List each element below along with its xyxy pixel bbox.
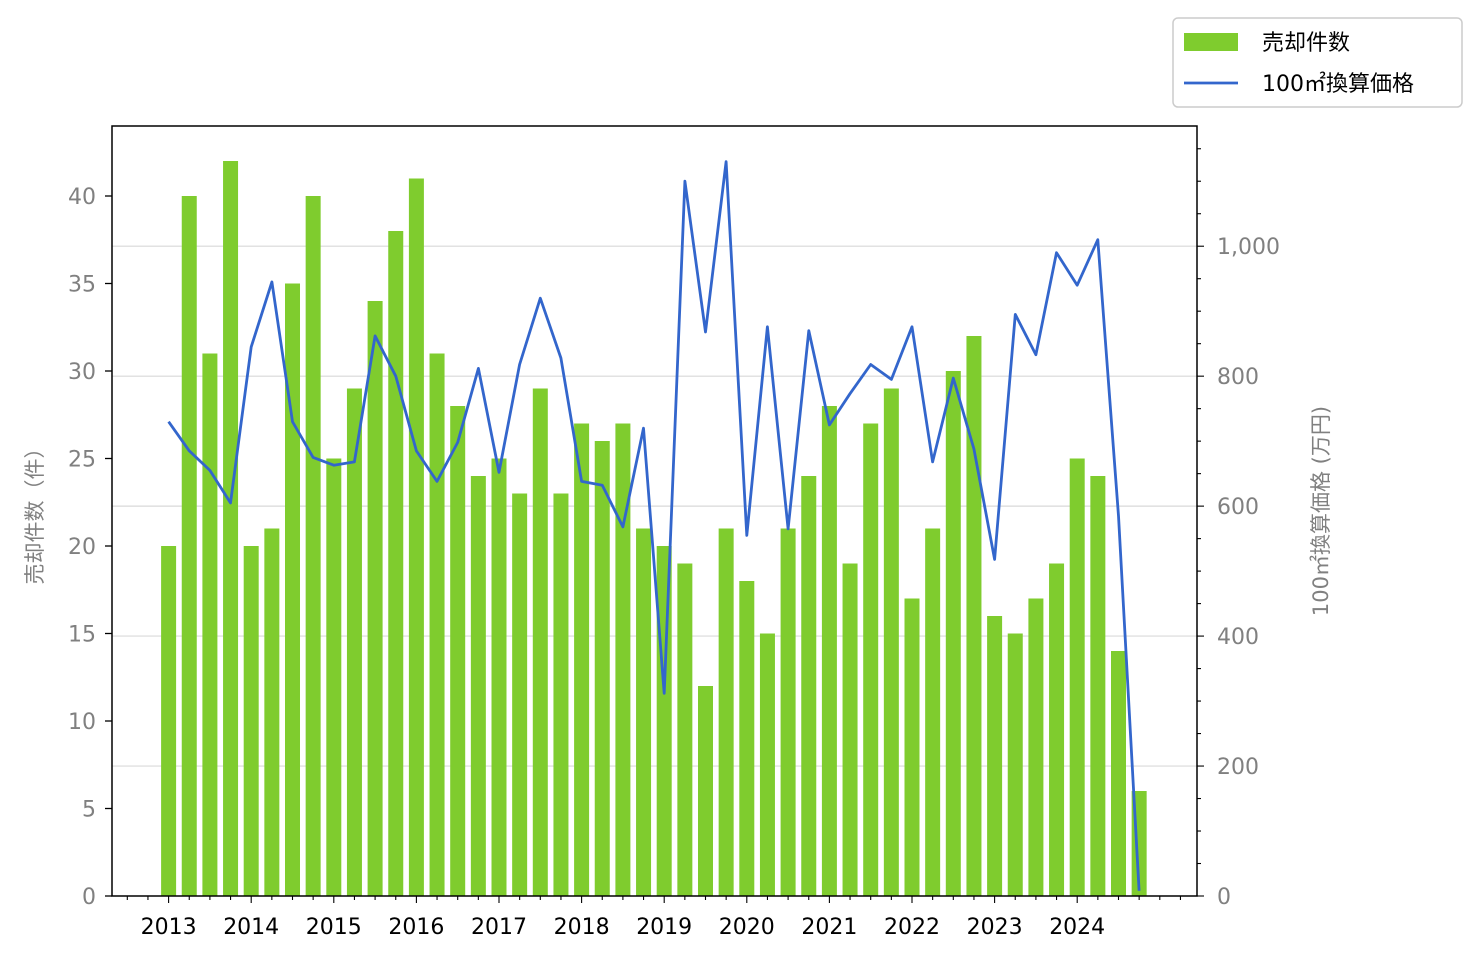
- bar: [594, 441, 610, 896]
- bar: [491, 458, 507, 896]
- left-tick-label: 30: [68, 360, 96, 385]
- bar: [429, 353, 445, 896]
- bar: [966, 336, 982, 896]
- x-tick-label: 2017: [471, 915, 527, 940]
- bar: [367, 301, 383, 896]
- bar: [305, 196, 321, 896]
- bar: [1111, 651, 1126, 896]
- right-tick-label: 200: [1217, 755, 1259, 780]
- bar: [181, 196, 197, 896]
- x-tick-label: 2019: [636, 915, 692, 940]
- bar: [759, 633, 775, 896]
- plot-frame: [111, 125, 1198, 897]
- bar: [553, 493, 569, 896]
- x-tick-label: 2016: [388, 915, 444, 940]
- bar: [470, 476, 486, 896]
- bar: [450, 406, 466, 896]
- bar: [346, 388, 362, 896]
- bar: [202, 353, 218, 896]
- x-tick-label: 2018: [554, 915, 610, 940]
- x-axis: 2013 2014 2015 2016 2017 2018 2019 2020 2021 2022…: [126, 896, 1181, 940]
- left-axis-title: 売却件数（件）: [23, 438, 47, 585]
- x-tick-label: 2021: [801, 915, 857, 940]
- bar: [636, 528, 652, 896]
- bar: [512, 493, 528, 896]
- x-tick-label: 2024: [1049, 915, 1105, 940]
- bar: [1049, 563, 1065, 896]
- legend-swatch-bar: [1184, 33, 1238, 51]
- bar: [904, 598, 920, 896]
- x-tick-label: 2014: [223, 915, 279, 940]
- bar: [821, 406, 837, 896]
- bar: [1069, 458, 1085, 896]
- bar: [408, 178, 424, 896]
- right-tick-label: 800: [1217, 365, 1259, 390]
- bar: [615, 423, 631, 896]
- bar: [780, 528, 796, 896]
- x-tick-label: 2013: [141, 915, 197, 940]
- bar: [987, 616, 1003, 896]
- right-tick-label: 400: [1217, 625, 1259, 650]
- bar: [574, 423, 590, 896]
- bar: [945, 371, 961, 896]
- bar: [532, 388, 548, 896]
- bar: [161, 546, 177, 896]
- left-tick-label: 0: [82, 885, 96, 910]
- legend: 売却件数 100㎡換算価格: [1172, 17, 1463, 108]
- x-tick-label: 2022: [884, 915, 940, 940]
- left-tick-label: 25: [68, 448, 96, 473]
- bar: [326, 458, 342, 896]
- bar: [925, 528, 941, 896]
- bar: [1007, 633, 1023, 896]
- right-tick-label: 600: [1217, 495, 1259, 520]
- right-axis-title: 100㎡換算価格 (万円): [1309, 406, 1333, 616]
- bar: [656, 546, 672, 896]
- left-axis: 0 5 10 15 20 25 30 35 40: [68, 185, 112, 910]
- left-tick-label: 35: [68, 273, 96, 298]
- bars: [161, 161, 1147, 896]
- legend-label-price: 100㎡換算価格: [1262, 71, 1414, 97]
- x-tick-label: 2020: [719, 915, 775, 940]
- left-tick-label: 40: [68, 185, 96, 210]
- bar: [1028, 598, 1044, 896]
- right-axis: 0 200 400 600 800 1,000: [1197, 148, 1280, 910]
- left-tick-label: 5: [82, 798, 96, 823]
- bar: [243, 546, 259, 896]
- x-tick-label: 2023: [967, 915, 1023, 940]
- right-tick-label: 0: [1217, 885, 1231, 910]
- bar: [842, 563, 858, 896]
- x-tick-label: 2015: [306, 915, 362, 940]
- bar: [285, 283, 300, 896]
- bar: [863, 423, 879, 896]
- left-tick-label: 10: [68, 710, 96, 735]
- bar: [739, 581, 755, 896]
- right-tick-label: 1,000: [1217, 235, 1280, 260]
- bar: [677, 563, 693, 896]
- legend-box: [1172, 17, 1463, 108]
- bar: [388, 231, 404, 896]
- left-tick-label: 20: [68, 535, 96, 560]
- bar: [264, 528, 280, 896]
- series-line-price: [167, 160, 1141, 891]
- left-tick-label: 15: [68, 623, 96, 648]
- bar: [1090, 476, 1106, 896]
- legend-label-sales-count: 売却件数: [1262, 31, 1350, 56]
- bar: [801, 476, 817, 896]
- bar: [883, 388, 899, 896]
- bar: [223, 161, 239, 896]
- bar: [698, 686, 713, 896]
- bar: [718, 528, 734, 896]
